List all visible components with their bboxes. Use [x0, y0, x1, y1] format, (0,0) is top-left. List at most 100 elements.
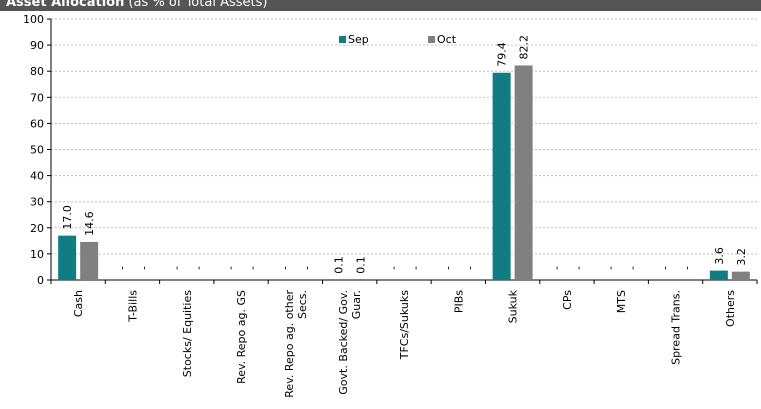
data-label-text: - [387, 266, 400, 270]
category-label-line: Guar. [350, 290, 363, 319]
chart-title-sub: (as % of Total Assets) [128, 0, 268, 10]
data-label: - [300, 266, 313, 270]
chart-header: Asset Allocation (as % of Total Assets) [0, 0, 761, 11]
category-labels: Cash T-Bills Stocks/ Equities Rev. Repo ag.… [72, 289, 737, 397]
data-label: - [550, 266, 563, 270]
data-label-text: - [681, 266, 694, 270]
legend-swatch-sep [339, 36, 346, 43]
data-label-text: - [550, 266, 563, 270]
data-label-text: 0.1 [333, 256, 346, 274]
chart-title-main: Asset Allocation [6, 0, 125, 10]
data-label-text: - [192, 266, 205, 270]
category-label: Others [724, 290, 737, 327]
category-label: Rev. Repo ag. GS [235, 290, 248, 384]
category-label-line: Rev. Repo ag. GS [235, 290, 248, 384]
category-label-line: Stocks/ Equities [181, 290, 194, 377]
data-label-text: 17.0 [61, 205, 74, 230]
bar-oct [731, 271, 750, 280]
data-label-text: - [572, 266, 585, 270]
bars [58, 65, 750, 281]
data-label-text: - [224, 266, 237, 270]
data-label-text: - [300, 266, 313, 270]
data-label-text: - [626, 266, 639, 270]
data-label: - [681, 266, 694, 270]
category-label: Stocks/ Equities [181, 290, 194, 377]
data-label-text: - [115, 266, 128, 270]
category-label-line: PIBs [452, 290, 465, 313]
data-label-text: 3.2 [735, 248, 748, 266]
y-tick-label: 90 [30, 39, 44, 52]
data-label: - [246, 266, 259, 270]
data-label-text: - [463, 266, 476, 270]
bar-sep [709, 270, 728, 280]
category-label-line: Cash [72, 290, 85, 317]
data-label: - [224, 266, 237, 270]
y-tick-label: 40 [30, 170, 44, 183]
category-label-line: Secs. [296, 290, 309, 319]
legend-swatch-oct [428, 36, 435, 43]
category-label: Sukuk [507, 289, 520, 323]
data-label-text: 0.1 [355, 256, 368, 274]
data-label: 17.0 [61, 205, 74, 230]
data-label: 0.1 [355, 256, 368, 274]
data-label: 0.1 [333, 256, 346, 274]
legend-label-oct: Oct [437, 33, 457, 46]
category-label-line: CPs [561, 290, 574, 310]
data-labels: 17.0 - - - - 0.1 - - 79.4 - - - 3.6 14.6 - - - - 0.1 - - 82.2… [61, 35, 748, 274]
category-label: T-Bills [126, 290, 139, 323]
category-label-line: Govt. Backed/ Gov. [337, 290, 350, 395]
legend-label-sep: Sep [348, 33, 369, 46]
legend: Sep Oct [339, 33, 457, 46]
category-label: PIBs [452, 290, 465, 313]
data-label-text: - [170, 266, 183, 270]
category-label: Spread Trans. [670, 290, 683, 365]
data-label: - [387, 266, 400, 270]
category-label-line: TFCs/Sukuks [398, 290, 411, 360]
data-label: - [572, 266, 585, 270]
data-label: - [659, 266, 672, 270]
data-label-text: - [278, 266, 291, 270]
y-tick-label: 60 [30, 117, 44, 130]
data-label: - [137, 266, 150, 270]
bar-oct [80, 241, 99, 280]
data-label: - [192, 266, 205, 270]
data-label-text: - [409, 266, 422, 270]
data-label: 79.4 [496, 42, 509, 67]
data-label: - [626, 266, 639, 270]
y-tick-label: 10 [30, 248, 44, 261]
y-tick-label: 100 [23, 13, 44, 26]
data-label-text: 82.2 [518, 35, 531, 60]
category-label-line: Rev. Repo ag. other [283, 290, 296, 398]
category-label-line: Spread Trans. [670, 290, 683, 365]
data-label: 3.2 [735, 248, 748, 266]
data-label-text: - [441, 266, 454, 270]
data-label: 14.6 [83, 211, 96, 236]
data-label: - [463, 266, 476, 270]
category-label-line: Sukuk [507, 289, 520, 323]
data-label-text: - [137, 266, 150, 270]
grid-lines [51, 18, 757, 255]
data-label: 3.6 [713, 247, 726, 265]
category-label: CPs [561, 290, 574, 310]
data-label: 82.2 [518, 35, 531, 60]
y-tick-label: 50 [30, 144, 44, 157]
category-label-line: MTS [615, 290, 628, 313]
category-label: MTS [615, 290, 628, 313]
category-label: Rev. Repo ag. other Secs. [283, 290, 309, 398]
bar-sep [492, 72, 511, 281]
category-label: Govt. Backed/ Gov. Guar. [337, 290, 363, 395]
data-label: - [115, 266, 128, 270]
bar-sep [58, 235, 77, 280]
data-label-text: 3.6 [713, 247, 726, 265]
data-label-text: - [604, 266, 617, 270]
data-label: - [278, 266, 291, 270]
category-label: Cash [72, 290, 85, 317]
data-label: - [604, 266, 617, 270]
data-label-text: 14.6 [83, 211, 96, 236]
chart-title: Asset Allocation (as % of Total Assets) [6, 0, 267, 9]
axes: 0 10 20 30 40 50 60 70 80 90 100 [23, 13, 758, 287]
data-label-text: 79.4 [496, 42, 509, 67]
data-label: - [409, 266, 422, 270]
y-tick-label: 20 [30, 222, 44, 235]
